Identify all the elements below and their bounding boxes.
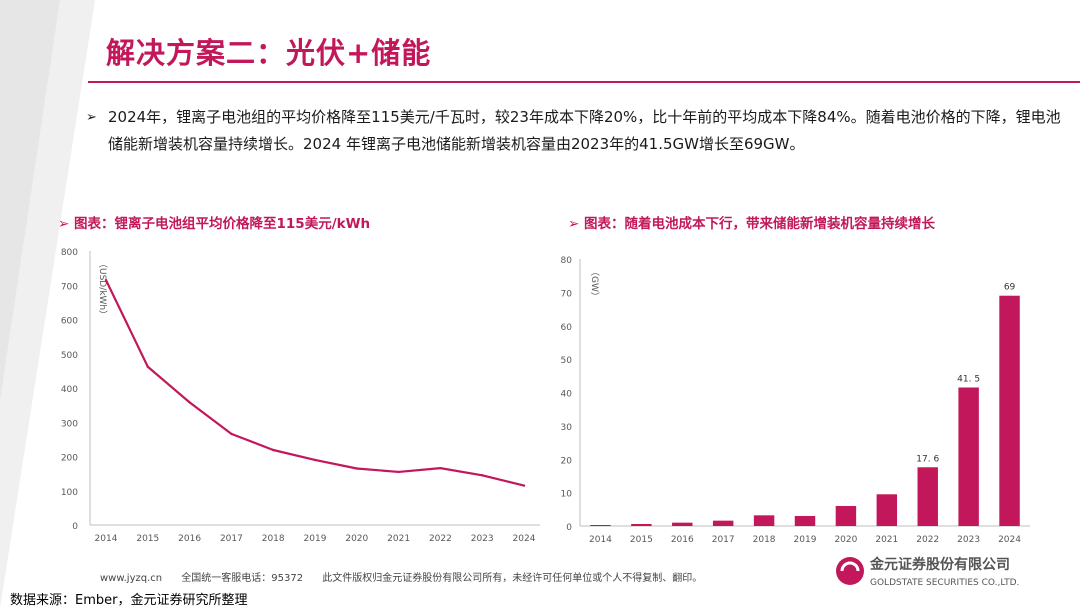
- y-tick-label: 10: [561, 490, 573, 500]
- capacity-bar: [794, 515, 816, 526]
- y-unit-label: （GW）: [589, 267, 600, 301]
- capacity-bar: [631, 523, 652, 526]
- y-tick-label: 800: [61, 248, 78, 258]
- capacity-bar: [999, 295, 1020, 526]
- price-point: [230, 432, 233, 436]
- capacity-bar: [835, 505, 857, 526]
- logo-text-en: GOLDSTATE SECURITIES CO.,LTD.: [870, 578, 1019, 588]
- x-tick-label: 2021: [387, 534, 410, 544]
- capacity-bar: [917, 467, 938, 526]
- logo-text: 金元证券股份有限公司: [869, 556, 1010, 573]
- y-tick-label: 60: [561, 323, 573, 333]
- footer-copyright: 此文件版权归金元证券股份有限公司所有，未经许可任何单位或个人不得复制、翻印。: [322, 573, 703, 584]
- capacity-bar: [958, 387, 979, 526]
- company-logo: 金元证券股份有限公司 GOLDSTATE SECURITIES CO.,LTD.: [836, 556, 1019, 588]
- capacity-bar: [712, 520, 734, 526]
- capacity-bar: [876, 494, 898, 526]
- y-tick-label: 200: [61, 454, 78, 464]
- price-point: [397, 470, 400, 474]
- x-tick-label: 2024: [513, 534, 536, 544]
- x-tick-label: 2020: [834, 535, 857, 545]
- bullet-marker: ➢: [86, 110, 97, 125]
- y-tick-label: 20: [561, 456, 573, 466]
- left-decoration: [0, 0, 95, 608]
- x-tick-label: 2023: [471, 534, 494, 544]
- x-tick-label: 2023: [957, 535, 980, 545]
- x-tick-label: 2024: [998, 535, 1021, 545]
- bullet-paragraph: ➢ 2024年，锂离子电池组的平均价格降至115美元/千瓦时，较23年成本下降2…: [86, 104, 1070, 158]
- y-tick-label: 100: [61, 488, 78, 498]
- x-tick-label: 2018: [753, 535, 776, 545]
- x-tick-label: 2019: [794, 535, 817, 545]
- x-tick-label: 2018: [262, 534, 285, 544]
- footer: www.jyzq.cn 全国统一客服电话：95372 此文件版权归金元证券股份有…: [100, 569, 718, 584]
- y-unit-label: （USD/kWh）: [97, 259, 108, 319]
- price-point: [522, 484, 526, 487]
- price-point: [355, 467, 358, 470]
- price-point: [104, 278, 108, 282]
- x-tick-label: 2016: [671, 535, 694, 545]
- x-tick-label: 2014: [95, 534, 118, 544]
- footer-hotline: 全国统一客服电话：95372: [181, 573, 304, 584]
- price-series-line: [105, 279, 525, 487]
- chart-title-price: ➢ 图表：锂离子电池组平均价格降至115美元/kWh: [58, 216, 371, 232]
- y-tick-label: 400: [61, 385, 78, 395]
- price-point: [272, 448, 275, 452]
- capacity-bar: [753, 515, 775, 526]
- slide-title: 解决方案二：光伏+储能: [106, 36, 432, 70]
- y-tick-label: 500: [61, 351, 78, 361]
- y-tick-label: 0: [72, 522, 78, 532]
- price-point: [146, 365, 149, 368]
- capacity-bar: [672, 522, 693, 526]
- capacity-bar-chart: 0 10 20 30 40 50 60 70 80 （GW） 2014 2015 2016 2017 201…: [561, 256, 1030, 545]
- price-point: [188, 401, 191, 404]
- y-tick-label: 80: [561, 256, 573, 266]
- footer-website[interactable]: www.jyzq.cn: [100, 573, 163, 584]
- x-tick-label: 2020: [345, 534, 368, 544]
- bullet-text: 2024年，锂离子电池组的平均价格降至115美元/千瓦时，较23年成本下降20%…: [108, 108, 1061, 153]
- price-point: [439, 466, 442, 470]
- y-tick-label: 0: [566, 523, 572, 533]
- y-tick-label: 70: [561, 289, 573, 299]
- bar-data-label: 41. 5: [957, 374, 980, 384]
- bar-data-label: 17. 6: [916, 454, 939, 464]
- price-point: [313, 458, 317, 462]
- price-line-chart: 0 100 200 300 400 500 600 700 800 2014 2015 2016 201…: [61, 248, 540, 544]
- title-rule: [88, 81, 1080, 83]
- y-tick-label: 50: [561, 356, 573, 366]
- x-tick-label: 2022: [429, 534, 452, 544]
- data-source: 数据来源：Ember，金元证券研究所整理: [10, 593, 248, 608]
- y-tick-label: 40: [561, 390, 573, 400]
- y-tick-label: 700: [61, 282, 78, 292]
- x-tick-label: 2019: [304, 534, 327, 544]
- x-tick-label: 2015: [136, 534, 159, 544]
- y-tick-label: 30: [561, 423, 573, 433]
- price-point: [481, 474, 484, 477]
- x-tick-label: 2017: [712, 535, 735, 545]
- x-tick-label: 2017: [220, 534, 243, 544]
- x-tick-label: 2021: [875, 535, 898, 545]
- x-tick-label: 2016: [178, 534, 201, 544]
- x-tick-label: 2015: [630, 535, 653, 545]
- y-tick-label: 300: [61, 419, 78, 429]
- y-tick-label: 600: [61, 317, 78, 327]
- capacity-bar: [590, 524, 611, 526]
- x-tick-label: 2014: [589, 535, 612, 545]
- chart-title-capacity: ➢ 图表：随着电池成本下行，带来储能新增装机容量持续增长: [568, 216, 936, 232]
- x-tick-label: 2022: [916, 535, 939, 545]
- bar-data-label: 69: [1004, 283, 1016, 293]
